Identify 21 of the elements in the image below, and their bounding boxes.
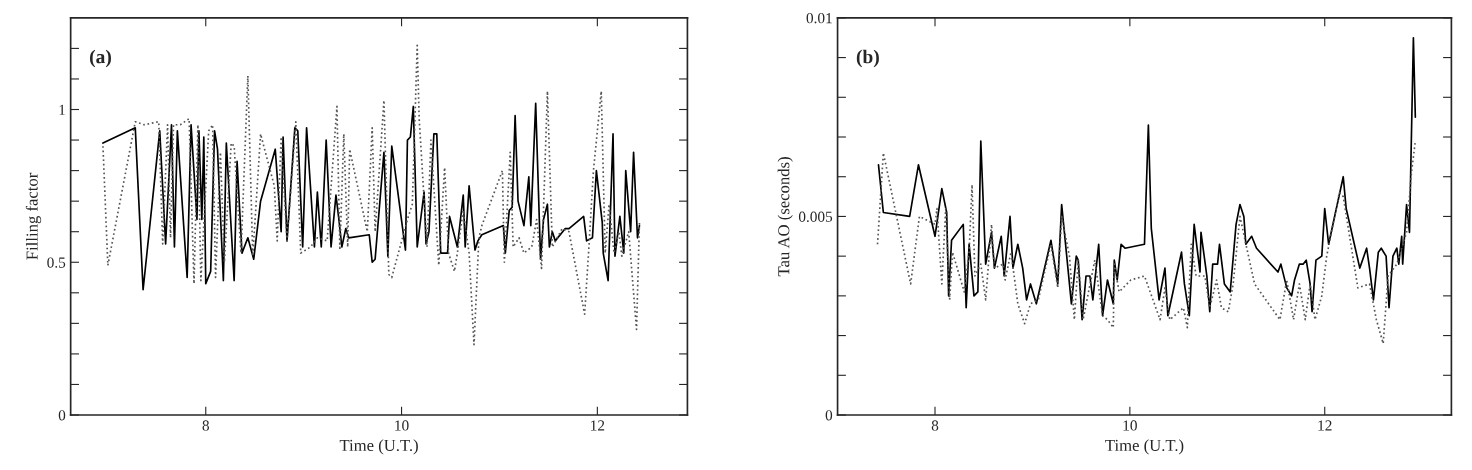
x-axis-title: Time (U.T.) <box>339 439 418 455</box>
annotation: (a) <box>90 49 111 68</box>
y-tick-label: 1 <box>59 104 65 115</box>
y-tick-label: 0 <box>825 410 833 421</box>
y-tick-label: 0 <box>58 410 66 421</box>
x-tick-label: 8 <box>202 420 209 431</box>
y-axis-title: Tau AO (seconds) <box>777 157 793 277</box>
x-tick-label: 8 <box>931 420 939 431</box>
x-tick-label: 12 <box>591 420 605 431</box>
annotation: (b) <box>856 49 879 68</box>
y-tick-label: 0.01 <box>806 13 832 24</box>
x-tick-label: 10 <box>1123 420 1137 431</box>
x-axis-title: Time (U.T.) <box>1105 439 1184 455</box>
line-series <box>876 140 1417 345</box>
y-axis-title: Filling factor <box>25 172 42 260</box>
x-tick-label: 10 <box>395 420 409 431</box>
line-series <box>102 102 641 291</box>
line-series <box>877 36 1417 321</box>
x-tick-label: 12 <box>1318 420 1332 431</box>
y-tick-label: 0.005 <box>798 211 833 222</box>
y-tick-label: 0.5 <box>47 257 66 268</box>
